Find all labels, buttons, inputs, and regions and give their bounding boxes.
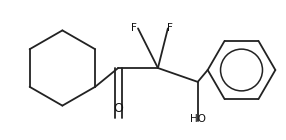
Text: HO: HO [190,115,206,124]
Text: O: O [113,102,123,115]
Text: F: F [167,24,173,33]
Text: F: F [131,24,137,33]
